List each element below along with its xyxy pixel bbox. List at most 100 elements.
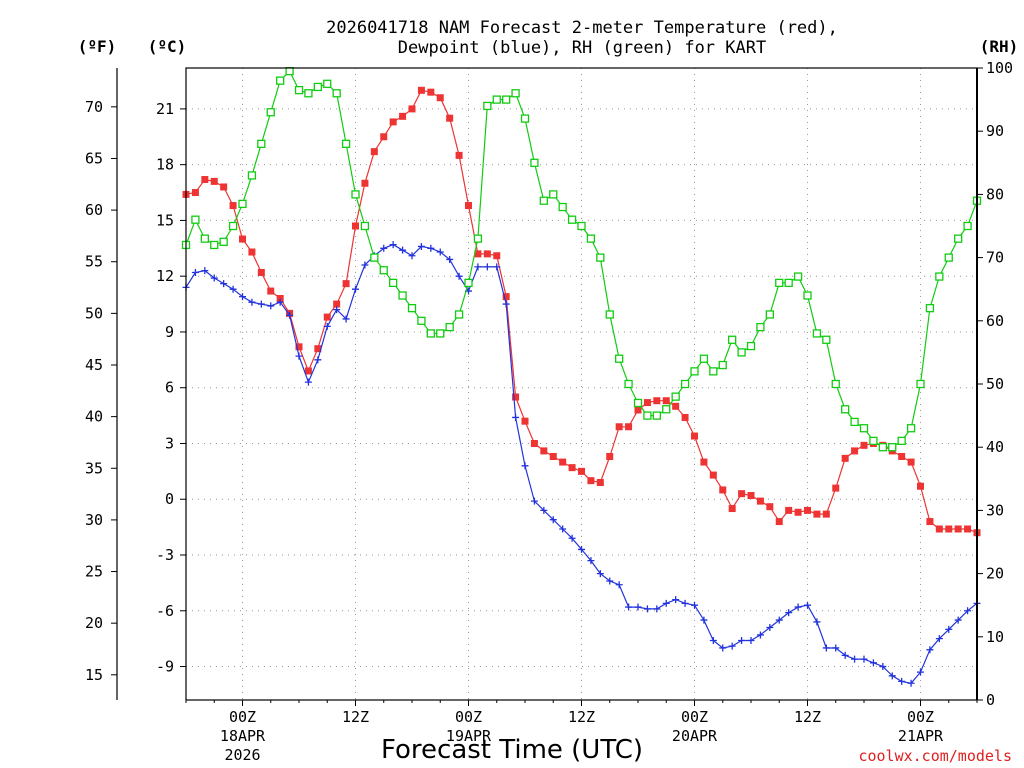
temperature-point <box>681 413 689 421</box>
dewpoint-point <box>728 642 736 650</box>
dewpoint-point <box>493 263 501 271</box>
celsius-tick-label: 0 <box>165 490 174 508</box>
rh-point <box>200 234 209 243</box>
celsius-tick-label: 9 <box>165 323 174 341</box>
dewpoint-point <box>691 601 698 609</box>
temperature-point <box>568 464 576 472</box>
fahrenheit-tick-label: 60 <box>85 201 103 219</box>
temperature-point <box>709 471 717 479</box>
temperature-point <box>766 503 774 511</box>
temperature-point <box>493 252 501 260</box>
dewpoint-point <box>813 618 821 626</box>
temperature-point <box>926 518 934 526</box>
dewpoint-point <box>766 624 774 632</box>
rh-point <box>869 436 878 446</box>
rh-point <box>680 379 690 389</box>
dewpoint-point <box>483 263 491 271</box>
celsius-tick-label: -3 <box>156 546 174 564</box>
fahrenheit-tick-label: 70 <box>85 98 103 116</box>
dewpoint-point <box>239 293 246 301</box>
dewpoint-point <box>860 655 868 663</box>
dewpoint-point <box>625 603 633 611</box>
dewpoint-point <box>417 242 425 250</box>
dewpoint-point <box>512 413 520 421</box>
rh-point <box>916 379 925 389</box>
temperature-point <box>785 506 793 514</box>
temperature-point <box>775 518 783 526</box>
rh-point <box>803 291 812 300</box>
rh-tick-label: 0 <box>986 691 995 709</box>
temperature-point <box>530 439 538 447</box>
dewpoint-point <box>898 677 906 685</box>
dewpoint-point <box>474 263 482 271</box>
time-tick-label: 12Z <box>342 708 369 726</box>
temperature-point <box>907 458 915 466</box>
dewpoint-point <box>888 672 896 680</box>
rh-point <box>577 221 586 231</box>
rh-tick-label: 90 <box>986 122 1004 140</box>
celsius-tick-label: 21 <box>156 100 174 118</box>
rh-point <box>812 329 822 338</box>
fahrenheit-tick-label: 65 <box>85 149 103 167</box>
rh-point <box>360 221 370 231</box>
rh-point <box>266 108 275 117</box>
dewpoint-point <box>342 315 350 323</box>
rh-point <box>662 405 671 414</box>
temperature-point <box>540 447 548 455</box>
temperature-point <box>615 423 623 431</box>
temperature-point <box>333 300 341 308</box>
temperature-point <box>427 88 435 96</box>
grid-lines <box>186 68 977 700</box>
dewpoint-point <box>427 244 435 252</box>
rh-point <box>247 171 257 180</box>
rh-point <box>859 424 869 433</box>
rh-point <box>210 240 219 250</box>
dewpoint-point <box>399 246 407 254</box>
temperature-point <box>964 525 972 533</box>
temperature-point <box>399 112 407 120</box>
dewpoint-point <box>672 596 680 604</box>
dewpoint-point <box>879 663 887 671</box>
rh-point <box>436 329 445 338</box>
rh-tick-label: 30 <box>986 501 1004 519</box>
time-tick-label: 00Z <box>455 708 482 726</box>
dewpoint-point <box>738 637 746 645</box>
dewpoint-point <box>408 252 416 260</box>
temperature-point <box>436 94 444 102</box>
rh-tick-label: 70 <box>986 249 1004 267</box>
rh-tick-label: 10 <box>986 628 1004 646</box>
temperature-point <box>342 280 350 288</box>
rh-point <box>831 379 840 389</box>
dewpoint-point <box>220 280 228 288</box>
dewpoint-point <box>191 268 199 276</box>
rh-point <box>793 272 803 281</box>
x-axis-title: Forecast Time (UTC) <box>381 735 643 765</box>
fahrenheit-tick-label: 55 <box>85 253 103 271</box>
dewpoint-point <box>229 285 237 293</box>
rh-point <box>775 278 784 288</box>
dewpoint-point <box>295 352 303 360</box>
temperature-point <box>738 490 746 498</box>
temperature-point <box>201 176 209 184</box>
fahrenheit-unit-label: (ºF) <box>78 37 117 56</box>
date-tick-label: 18APR <box>220 727 266 745</box>
dewpoint-point <box>201 267 209 275</box>
rh-point <box>407 304 417 313</box>
rh-point <box>586 234 596 243</box>
rh-point <box>605 310 614 319</box>
temperature-point <box>248 248 256 256</box>
temperature-point <box>483 250 491 258</box>
temperature-point <box>474 250 482 258</box>
dewpoint-point <box>643 605 651 613</box>
rh-point <box>709 367 718 376</box>
temperature-point <box>323 313 331 321</box>
temperature-point <box>465 202 472 210</box>
rh-point <box>878 443 887 452</box>
rh-point <box>765 310 774 319</box>
dewpoint-point <box>945 625 953 633</box>
temperature-point <box>662 397 670 405</box>
temperature-point <box>851 447 859 455</box>
temperature-point <box>691 432 698 440</box>
temperature-point <box>389 118 397 126</box>
celsius-tick-label: 12 <box>156 267 174 285</box>
